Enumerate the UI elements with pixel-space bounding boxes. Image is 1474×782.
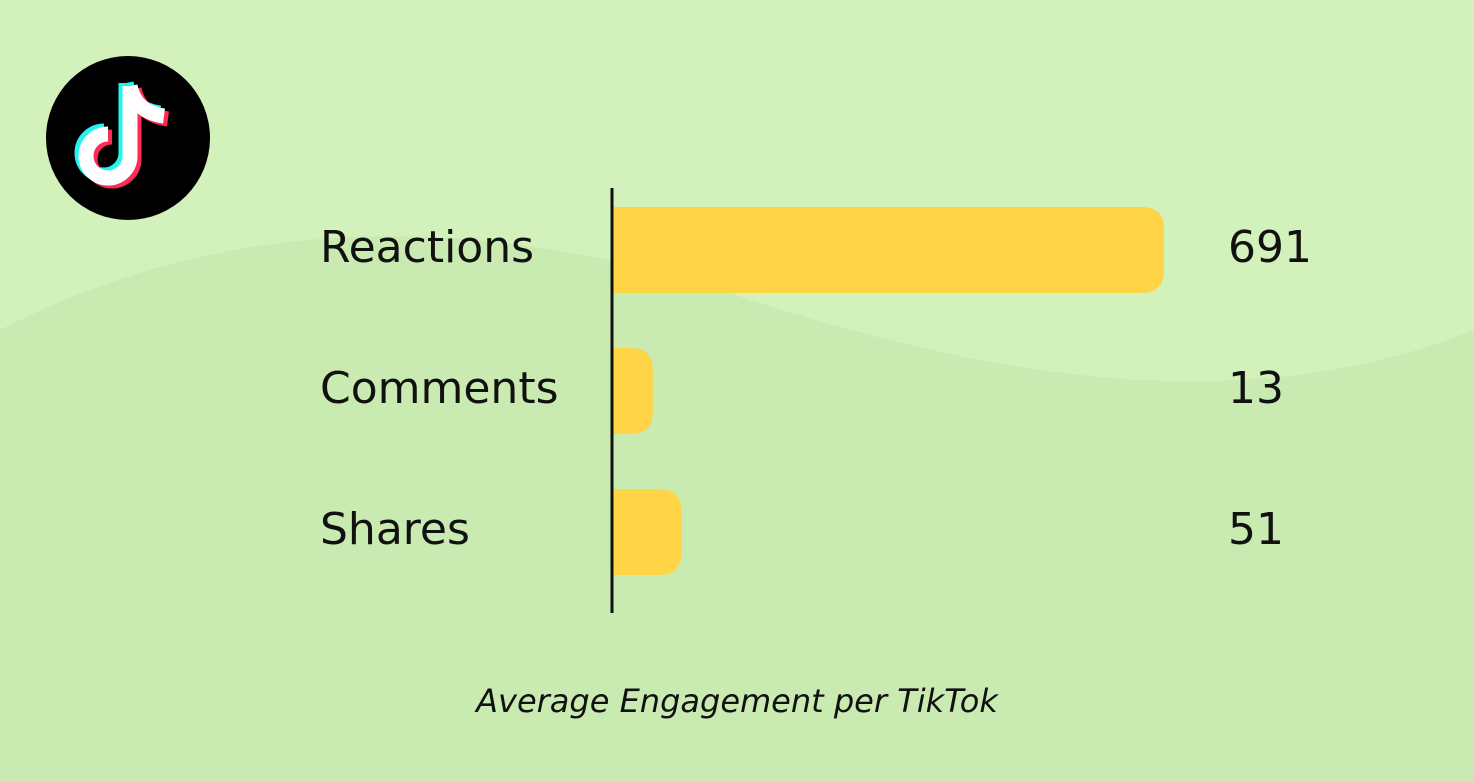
value-label: 51 bbox=[1228, 504, 1284, 555]
category-label: Comments bbox=[320, 363, 559, 414]
value-label: 691 bbox=[1228, 222, 1312, 273]
bar bbox=[613, 207, 1165, 293]
bar bbox=[613, 348, 653, 434]
tiktok-logo bbox=[46, 56, 210, 220]
bar bbox=[613, 489, 682, 575]
chart-title: Average Engagement per TikTok bbox=[474, 682, 999, 720]
category-label: Reactions bbox=[320, 222, 534, 273]
value-label: 13 bbox=[1228, 363, 1284, 414]
category-label: Shares bbox=[320, 504, 470, 555]
